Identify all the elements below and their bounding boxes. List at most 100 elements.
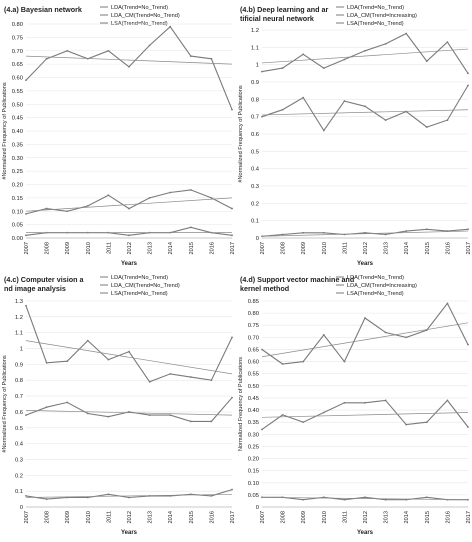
- y-tick-label: 0.85: [248, 299, 259, 305]
- series-2-point: [169, 414, 172, 416]
- series-1-point: [281, 67, 284, 70]
- y-tick-label: 0.4: [251, 167, 260, 173]
- x-tick-label: 2009: [65, 511, 71, 523]
- series-3-point: [231, 234, 233, 237]
- y-tick-label: 0.60: [12, 76, 23, 82]
- series-1-point: [169, 25, 172, 28]
- series-3-point: [467, 228, 469, 231]
- series-2-point: [189, 188, 192, 191]
- y-tick-label: 0.15: [248, 469, 259, 475]
- x-axis-label: Years: [121, 530, 138, 536]
- x-tick-label: 2007: [260, 242, 266, 254]
- series-2-point: [425, 421, 428, 424]
- legend-label: LDA(Trend=No_Trend): [347, 275, 404, 281]
- x-tick-label: 2016: [445, 242, 451, 254]
- y-tick-label: 0.40: [248, 408, 259, 414]
- series-2-point: [364, 105, 366, 108]
- x-axis-label: Years: [357, 261, 374, 267]
- series-3-point: [45, 498, 48, 500]
- y-tick-label: 0.5: [251, 149, 259, 155]
- x-tick-label: 2013: [148, 511, 154, 523]
- series-2-point: [302, 96, 305, 99]
- series-1-point: [148, 380, 151, 383]
- series-1-point: [343, 360, 346, 363]
- series-2-point: [425, 126, 428, 128]
- y-axis-label: #Normalized Frequency of Publications: [2, 355, 8, 453]
- series-line-1: [25, 25, 233, 110]
- series-2-point: [148, 196, 151, 199]
- x-tick-label: 2008: [281, 511, 287, 523]
- y-axis-label: Normalized Frequency of Publications: [238, 357, 244, 451]
- series-3-point: [302, 498, 305, 501]
- y-tick-label: 0.35: [12, 142, 23, 148]
- x-tick-label: 2008: [281, 242, 287, 254]
- y-tick-label: 0.30: [248, 432, 259, 438]
- y-tick-label: 0.75: [12, 35, 23, 41]
- x-tick-label: 2009: [65, 242, 71, 254]
- series-2-point: [384, 119, 387, 122]
- y-tick-label: 0.55: [12, 89, 23, 95]
- y-tick-label: 0.9: [251, 80, 259, 86]
- series-1-point: [446, 302, 449, 305]
- x-tick-label: 2011: [106, 511, 112, 523]
- y-axis-label: #Normalized Frequency of Publications: [2, 82, 8, 180]
- y-tick-label: 0.9: [15, 362, 23, 368]
- trend-line-2: [261, 412, 469, 418]
- y-tick-label: 0.05: [248, 493, 259, 499]
- x-tick-label: 2015: [425, 242, 431, 254]
- y-tick-label: 0.10: [12, 209, 23, 215]
- series-2-point: [261, 428, 263, 431]
- series-3-point: [107, 493, 110, 496]
- x-tick-label: 2017: [230, 511, 236, 523]
- x-tick-label: 2009: [301, 511, 307, 523]
- series-1-point: [322, 67, 325, 70]
- series-1-point: [25, 304, 27, 307]
- series-1-point: [107, 358, 110, 361]
- series-line-2: [261, 85, 469, 132]
- x-tick-label: 2013: [384, 511, 390, 523]
- series-1-point: [467, 72, 469, 75]
- series-1-point: [302, 360, 305, 363]
- x-tick-label: 2012: [127, 242, 133, 254]
- series-3-point: [364, 496, 366, 499]
- series-1-point: [405, 336, 408, 339]
- y-tick-label: 0: [256, 236, 259, 242]
- series-2-point: [86, 205, 89, 207]
- series-1-point: [322, 334, 325, 336]
- x-tick-label: 2012: [363, 242, 369, 254]
- series-1-point: [364, 317, 366, 319]
- x-tick-label: 2008: [45, 511, 51, 523]
- y-tick-label: 0.80: [12, 22, 23, 28]
- series-2-point: [322, 411, 325, 414]
- series-3-point: [322, 231, 325, 234]
- x-tick-label: 2007: [24, 511, 30, 523]
- series-1-point: [364, 49, 366, 52]
- legend-label: LSA(Trend=No_Trend): [347, 291, 404, 297]
- legend-label: LDA_CM(Trend=No_Trend): [111, 13, 180, 19]
- series-2-point: [210, 420, 213, 423]
- x-tick-label: 2017: [466, 511, 472, 523]
- series-3-point: [425, 228, 428, 231]
- y-tick-label: 0.60: [248, 360, 259, 366]
- y-tick-label: 0.65: [12, 62, 23, 68]
- series-2-point: [364, 401, 366, 404]
- chart-title-line-1: (4.d) Support vector machine and: [240, 275, 354, 284]
- series-3-point: [384, 233, 387, 236]
- y-tick-label: 0.1: [15, 489, 23, 495]
- x-tick-label: 2015: [189, 242, 195, 254]
- legend-label: LSA(Trend=No_Trend): [111, 291, 168, 297]
- series-line-1: [25, 305, 233, 383]
- legend-label: LSA(Trend=No_Trend): [347, 21, 404, 27]
- x-tick-label: 2014: [404, 242, 410, 254]
- chart-title-line-2: kernel method: [240, 284, 289, 293]
- chart-title: (4.a) Bayesian network: [4, 5, 82, 14]
- trend-line-1: [25, 55, 233, 65]
- series-1-point: [128, 350, 130, 353]
- x-tick-label: 2015: [189, 511, 195, 523]
- series-1-point: [66, 360, 69, 363]
- series-3-point: [86, 496, 89, 499]
- series-1-point: [405, 32, 408, 35]
- series-2-point: [261, 115, 263, 118]
- x-tick-label: 2010: [322, 511, 328, 523]
